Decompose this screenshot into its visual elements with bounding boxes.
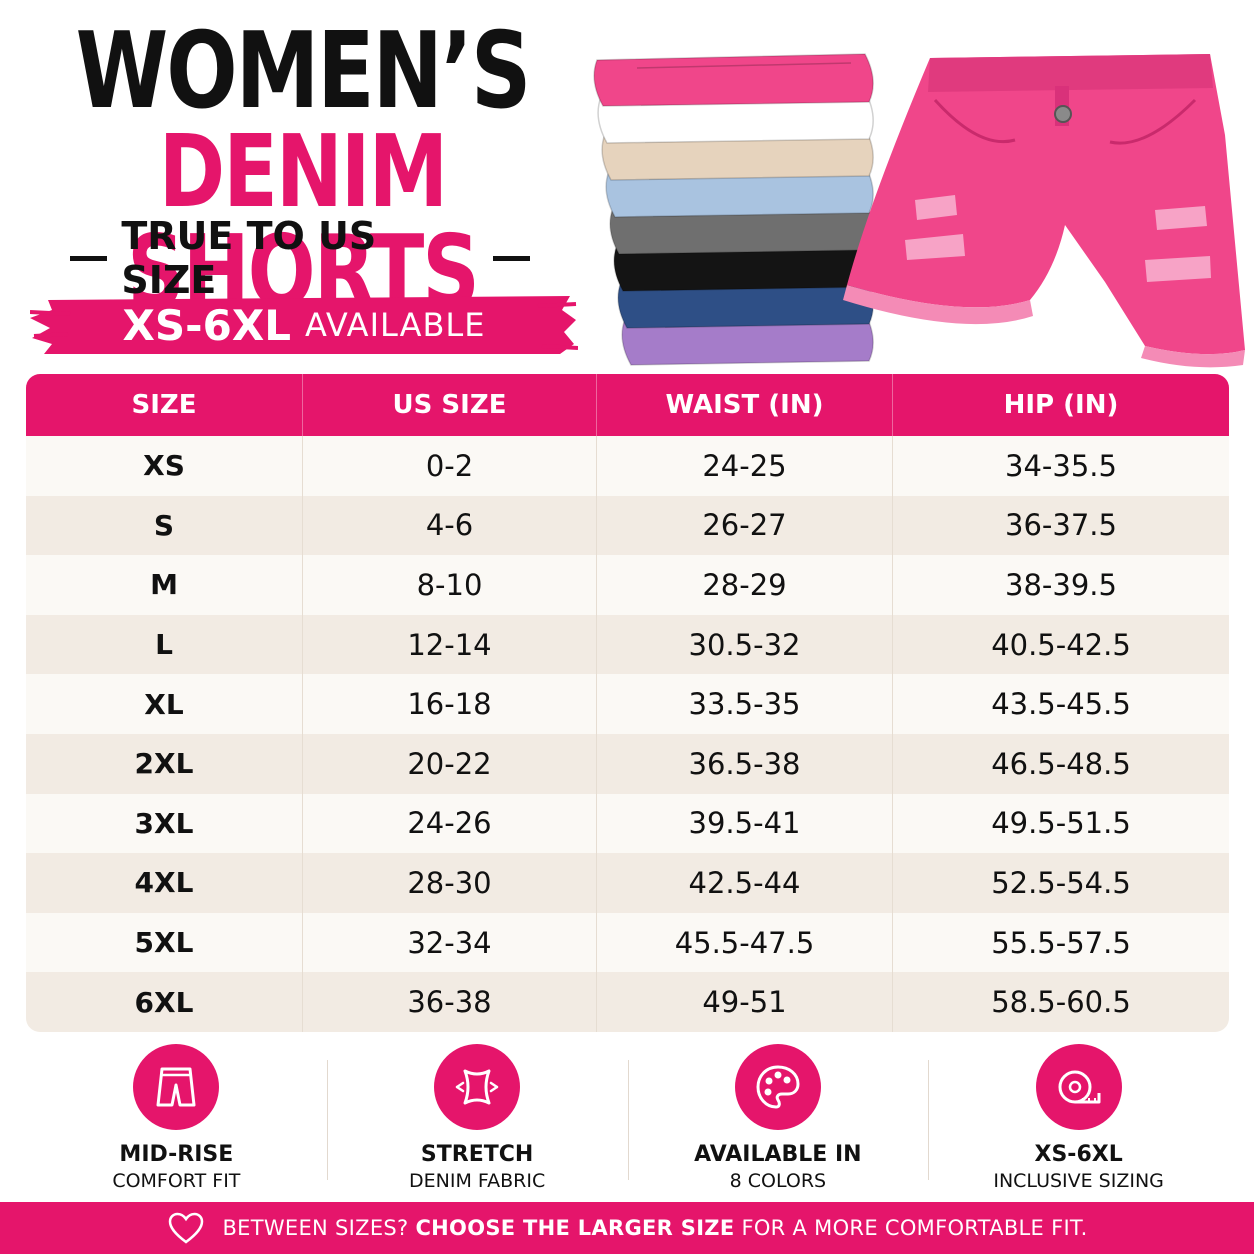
header-hip: HIP (IN): [1003, 390, 1119, 420]
table-row: 5XL 32-34 45.5-47.5 55.5-57.5: [26, 912, 1229, 973]
cell-waist: 45.5-47.5: [597, 912, 893, 973]
cell-hip: 40.5-42.5: [991, 627, 1131, 662]
cell-size: 3XL: [26, 793, 303, 854]
footer-message: BETWEEN SIZES? CHOOSE THE LARGER SIZE FO…: [222, 1216, 1087, 1240]
folded-shorts-seam: [636, 62, 852, 69]
header-size: SIZE: [26, 374, 303, 436]
feature-list: MID-RISE COMFORT FIT STRETCH DENIM FABRI…: [26, 1040, 1229, 1196]
cell-us-size: 20-22: [303, 733, 597, 794]
feature-subtitle: COMFORT FIT: [112, 1170, 241, 1192]
cell-waist: 42.5-44: [597, 853, 893, 913]
cell-hip: 49.5-51.5: [991, 806, 1131, 841]
cell-size: 4XL: [26, 853, 303, 913]
header-us-size: US SIZE: [303, 374, 597, 436]
cell-us-size: 8-10: [303, 555, 597, 615]
cell-us-size: 4-6: [303, 495, 597, 556]
table-row: 2XL 20-22 36.5-38 46.5-48.5: [26, 733, 1229, 794]
footer-tail: FOR A MORE COMFORTABLE FIT.: [741, 1216, 1088, 1240]
cell-size: 5XL: [26, 912, 303, 973]
table-row: L 12-14 30.5-32 40.5-42.5: [26, 614, 1229, 675]
cell-waist: 26-27: [597, 495, 893, 556]
subtitle-dash-left: [70, 255, 108, 261]
cell-size: L: [26, 614, 303, 675]
table-row: M 8-10 28-29 38-39.5: [26, 555, 1229, 615]
stretch-icon: [434, 1044, 521, 1130]
table-row: 4XL 28-30 42.5-44 52.5-54.5: [26, 853, 1229, 913]
cell-hip: 34-35.5: [1005, 448, 1117, 483]
feature-sizing: XS-6XL INCLUSIVE SIZING: [928, 1040, 1229, 1196]
feature-colors: AVAILABLE IN 8 COLORS: [627, 1040, 929, 1196]
table-row: XL 16-18 33.5-35 43.5-45.5: [26, 674, 1229, 734]
cell-hip: 38-39.5: [1005, 567, 1117, 602]
folded-shorts-stack: [593, 53, 874, 366]
feature-subtitle: 8 COLORS: [729, 1170, 827, 1192]
table-row: 3XL 24-26 39.5-41 49.5-51.5: [26, 793, 1229, 854]
cell-size: M: [26, 555, 303, 615]
cell-us-size: 0-2: [303, 436, 597, 496]
cell-hip: 43.5-45.5: [991, 687, 1131, 722]
product-image: [593, 53, 1245, 368]
brush-stroke-shape: [30, 296, 578, 354]
cell-us-size: 16-18: [303, 674, 597, 734]
banner-available: AVAILABLE: [304, 306, 486, 344]
footer-lead: BETWEEN SIZES?: [222, 1216, 409, 1240]
shorts-icon: [133, 1044, 220, 1130]
subtitle-text: TRUE TO US SIZE: [121, 214, 377, 302]
cell-waist: 28-29: [597, 555, 893, 615]
feature-title: AVAILABLE IN: [694, 1142, 862, 1167]
cell-us-size: 24-26: [303, 793, 597, 854]
table-header-row: SIZE US SIZE WAIST (IN) HIP (IN): [26, 374, 1229, 436]
title-line-2: DENIM SHORTS: [127, 113, 480, 330]
folded-shorts-1: [593, 53, 874, 107]
palette-icon: [734, 1044, 821, 1130]
title-line-1: WOMEN’S: [75, 9, 532, 132]
footer-banner: BETWEEN SIZES? CHOOSE THE LARGER SIZE FO…: [0, 1202, 1254, 1254]
feature-title: MID-RISE: [119, 1142, 234, 1167]
feature-subtitle: INCLUSIVE SIZING: [993, 1170, 1164, 1192]
cell-hip: 52.5-54.5: [991, 865, 1131, 900]
pink-shorts-illustration: [843, 54, 1245, 368]
feature-subtitle: DENIM FABRIC: [409, 1170, 546, 1192]
cell-size: XS: [26, 436, 303, 496]
availability-banner: XS-6XL AVAILABLE: [30, 292, 578, 358]
feature-title: STRETCH: [420, 1142, 534, 1167]
subtitle-dash-right: [492, 255, 530, 261]
cell-size: 2XL: [26, 733, 303, 794]
cell-waist: 33.5-35: [597, 674, 893, 734]
cell-waist: 24-25: [597, 436, 893, 496]
subtitle: TRUE TO US SIZE: [70, 214, 530, 302]
table-row: S 4-6 26-27 36-37.5: [26, 495, 1229, 556]
tape-measure-icon: [1035, 1044, 1122, 1130]
cell-waist: 30.5-32: [597, 614, 893, 675]
cell-waist: 39.5-41: [597, 793, 893, 854]
feature-mid-rise: MID-RISE COMFORT FIT: [26, 1040, 327, 1196]
cell-waist: 49-51: [597, 972, 893, 1032]
cell-hip: 55.5-57.5: [991, 925, 1131, 960]
cell-us-size: 28-30: [303, 853, 597, 913]
banner-size-range: XS-6XL: [122, 300, 291, 350]
cell-waist: 36.5-38: [597, 733, 893, 794]
cell-size: S: [26, 495, 303, 556]
cell-hip: 58.5-60.5: [991, 985, 1131, 1020]
size-chart-table: SIZE US SIZE WAIST (IN) HIP (IN) XS 0-2 …: [26, 374, 1229, 1032]
cell-hip: 36-37.5: [1005, 508, 1117, 543]
cell-us-size: 32-34: [303, 912, 597, 973]
footer-emphasis: CHOOSE THE LARGER SIZE: [415, 1216, 735, 1240]
cell-hip: 46.5-48.5: [991, 746, 1131, 781]
table-row: 6XL 36-38 49-51 58.5-60.5: [26, 972, 1229, 1032]
cell-us-size: 36-38: [303, 972, 597, 1032]
table-body: XS 0-2 24-25 34-35.5 S 4-6 26-27 36-37.5…: [26, 436, 1229, 1032]
feature-title: XS-6XL: [1034, 1142, 1123, 1167]
feature-stretch: STRETCH DENIM FABRIC: [326, 1040, 628, 1196]
cell-size: XL: [26, 674, 303, 734]
header-waist: WAIST (IN): [597, 374, 893, 436]
cell-size: 6XL: [26, 972, 303, 1032]
cell-us-size: 12-14: [303, 614, 597, 675]
table-row: XS 0-2 24-25 34-35.5: [26, 436, 1229, 496]
heart-icon: [166, 1208, 206, 1248]
